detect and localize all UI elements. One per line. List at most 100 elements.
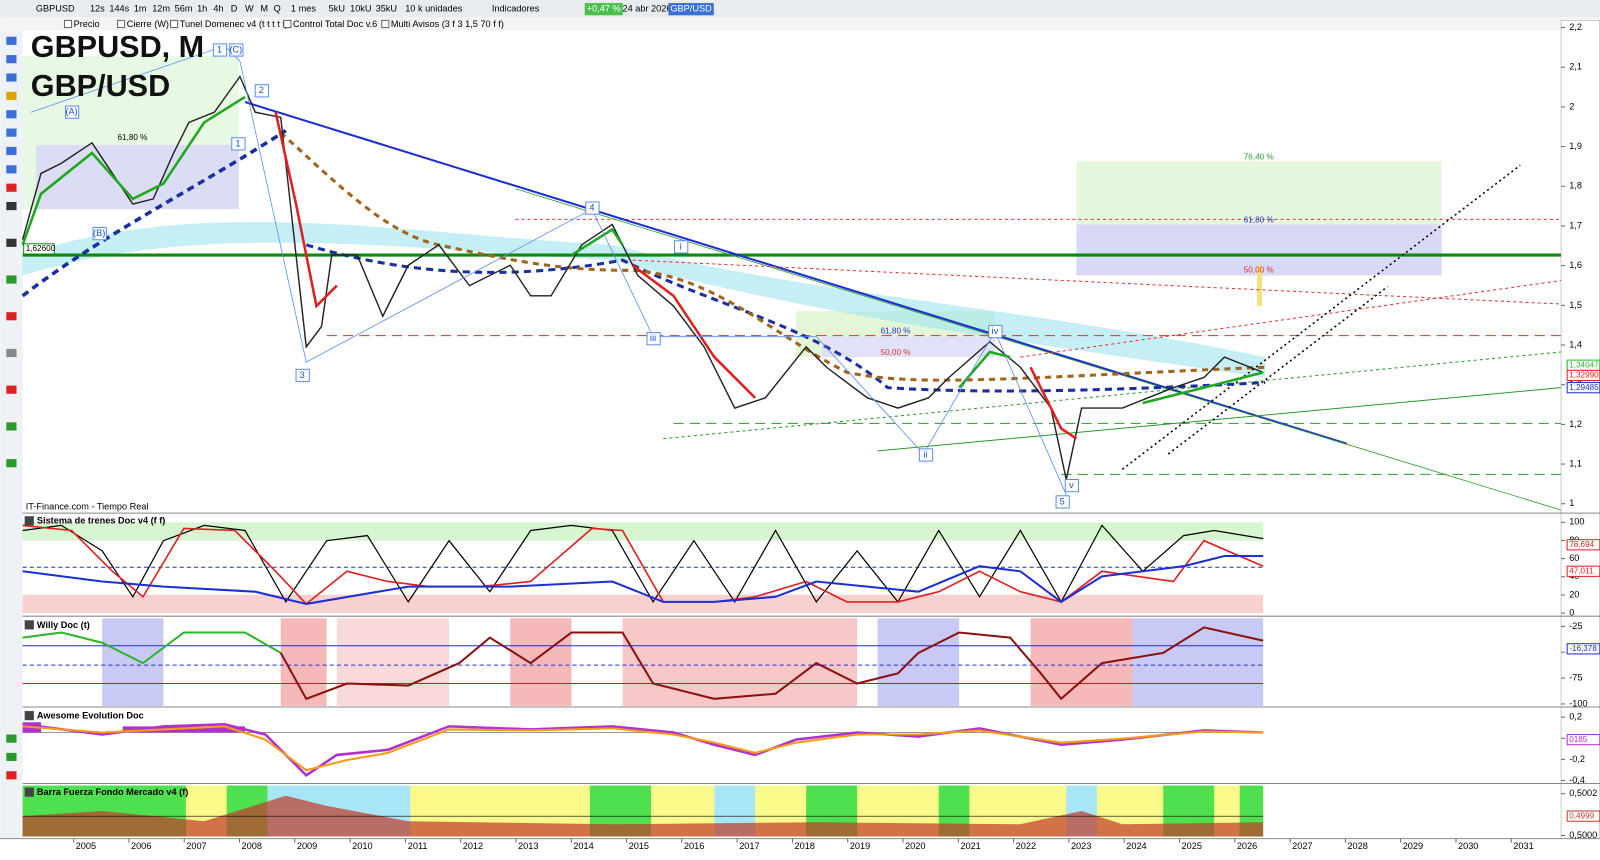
toolbar-button[interactable]: 1 mes (291, 4, 316, 14)
panel-title: Willy Doc (t) (37, 620, 90, 630)
price-tag-label: 1,29485 (1569, 383, 1599, 392)
toolbar-button[interactable]: 12m (152, 4, 170, 14)
price-tick-label: 1,7 (1569, 220, 1582, 230)
wave-box (295, 368, 310, 383)
toolbar-button[interactable]: 56m (175, 4, 193, 14)
indicator-label[interactable]: Control Total Doc v.6 (293, 19, 377, 29)
left-toolbar (0, 30, 23, 839)
indicator-checkbox (116, 19, 126, 29)
price-tag-label: 1,32990 (1569, 371, 1599, 380)
panel-axis-label: -0,4 (1569, 775, 1585, 785)
value-tag-label: -16,378 (1569, 644, 1597, 653)
wave-label: ii (923, 449, 927, 459)
price-tick-label: 2,2 (1569, 22, 1582, 32)
panel-title: Sistema de trenes Doc v4 (f f) (37, 516, 165, 526)
time-tick-label: 2026 (1237, 841, 1257, 851)
wave-box (64, 105, 80, 119)
time-tick-label: 2009 (297, 841, 317, 851)
panel-axis-label: 100 (1569, 517, 1584, 527)
panel-axis-label: 60 (1569, 553, 1579, 563)
time-tick-label: 2014 (573, 841, 593, 851)
time-tick-label: 2022 (1016, 841, 1036, 851)
panel-separators (0, 512, 1600, 840)
price-tick-label: 1 (1569, 498, 1574, 508)
indicator-checkbox (170, 19, 179, 29)
time-tick-label: 2010 (352, 841, 372, 851)
time-tick-label: 2017 (739, 841, 759, 851)
indicator-checkbox (381, 19, 390, 29)
indicator-label[interactable]: Precio (74, 19, 100, 29)
price-tag-label: 1,34047 (1569, 360, 1599, 369)
panel-axis-label: 0,5000 (1569, 830, 1597, 840)
chart-title: GBPUSD, M (31, 30, 204, 64)
trains-panel (22, 522, 1264, 614)
time-tick-label: 2012 (463, 841, 483, 851)
wave-label: 5 (1060, 496, 1065, 506)
indicator-label[interactable]: Multi Avisos (3 f 3 1,5 70 f f) (391, 19, 504, 29)
time-tick-label: 2031 (1513, 841, 1533, 851)
wave-box (92, 226, 107, 241)
value-tag-label: 0,4999 (1569, 811, 1594, 820)
time-tick-label: 2021 (960, 841, 980, 851)
wave-box (1064, 478, 1080, 493)
toolbar-button[interactable]: 1m (134, 4, 147, 14)
wave-label: 4 (589, 203, 594, 213)
toolbar-button[interactable]: +0,47 % (587, 4, 621, 14)
panel-title: Awesome Evolution Doc (37, 711, 144, 721)
market-strength-panel (22, 785, 1264, 837)
time-tick-label: 2028 (1347, 841, 1367, 851)
wave-label: 1 (217, 44, 222, 54)
toolbar-button[interactable]: GBPUSD (36, 4, 75, 14)
toolbar-button[interactable]: 1h (197, 4, 207, 14)
toolbar-button[interactable]: M (260, 4, 268, 14)
toolbar-button[interactable]: 10kU (350, 4, 371, 14)
toolbar-button[interactable]: 5kU (329, 4, 345, 14)
time-tick-label: 2013 (518, 841, 538, 851)
toolbar-button[interactable]: Indicadores (492, 4, 540, 14)
wave-label: 1 (235, 138, 240, 148)
toolbar-button[interactable]: GBP/USD (670, 4, 712, 14)
indicator-checkbox (283, 19, 292, 29)
toolbar-button[interactable]: 24 abr 2026 (622, 4, 671, 14)
toolbar-button[interactable]: 4h (213, 4, 223, 14)
wave-box (918, 448, 934, 462)
panel-axis-label: 0,2 (1569, 712, 1582, 722)
toolbar-button[interactable]: Q (274, 4, 281, 14)
indicator-label[interactable]: Cierre (W) (127, 19, 169, 29)
chart-symbol: GBP/USD (31, 69, 170, 103)
indicator-label[interactable]: Tunel Domenec v4 (t t t t t) (180, 19, 288, 29)
data-source: IT-Finance.com - Tiempo Real (26, 501, 149, 511)
toolbar-button[interactable]: 144s (109, 4, 129, 14)
price-tick-label: 1,5 (1569, 300, 1582, 310)
wave-box (585, 201, 600, 215)
wave-box (231, 137, 246, 151)
wave-label: 2 (259, 85, 264, 95)
fib-label: 61,80 % (1244, 216, 1274, 225)
panel-title-box (24, 620, 34, 630)
wave-label: 3 (300, 370, 305, 380)
panel-title-box (24, 516, 34, 526)
panel-axis-label: 0,5002 (1569, 788, 1597, 798)
panel-axis-label: 20 (1569, 589, 1579, 599)
wave-label: (B) (93, 228, 105, 238)
price-tick-label: 1,1 (1569, 458, 1582, 468)
value-tag-label: 78,694 (1569, 540, 1594, 549)
toolbar-button[interactable]: 35kU (376, 4, 397, 14)
generated: GBPUSD 12s 144s 1m 12m 56m 1h 4h D W M Q 1 mes 5kU 10k… (24, 3, 1600, 851)
indicator-checkbox (63, 19, 73, 29)
wave-label: i (680, 241, 682, 251)
toolbar-button[interactable]: D (231, 4, 238, 14)
toolbar-button[interactable]: W (245, 4, 254, 14)
toolbar-button[interactable]: 12s (90, 4, 105, 14)
price-tick-label: 1,4 (1569, 339, 1582, 349)
wave-box (254, 84, 270, 98)
fib-label: 61,80 % (881, 327, 911, 336)
awesome-panel (22, 722, 1264, 777)
time-tick-label: 2020 (905, 841, 925, 851)
time-tick-label: 2019 (850, 841, 870, 851)
indicator-bar (0, 17, 1600, 31)
toolbar-button[interactable]: 10 k unidades (405, 4, 463, 14)
panel-axis-label: 0 (1569, 608, 1574, 618)
price-tick-label: 1,9 (1569, 141, 1582, 151)
